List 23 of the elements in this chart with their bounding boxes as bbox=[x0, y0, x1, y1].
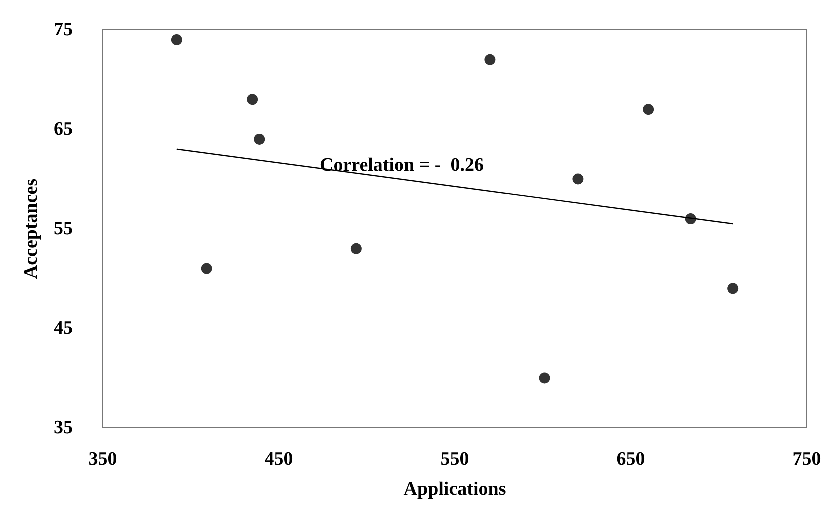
x-axis-title: Applications bbox=[404, 479, 506, 500]
y-tick-label: 65 bbox=[54, 119, 73, 140]
point bbox=[350, 243, 362, 254]
point bbox=[572, 174, 584, 185]
annotation: Correlation = - 0.26 bbox=[320, 155, 484, 176]
y-tick-label: 45 bbox=[54, 318, 73, 339]
point bbox=[484, 54, 496, 66]
point bbox=[247, 94, 258, 106]
point bbox=[201, 263, 212, 274]
x-tick-label: 650 bbox=[616, 449, 646, 470]
x-tick-label: 450 bbox=[264, 449, 294, 470]
x-tick-label: 550 bbox=[440, 449, 470, 470]
point bbox=[728, 283, 739, 294]
x-tick-label: 750 bbox=[792, 449, 822, 470]
y-tick-label: 75 bbox=[54, 20, 73, 40]
y-tick-label: 55 bbox=[54, 218, 73, 240]
point bbox=[254, 134, 266, 145]
y-tick-label: 35 bbox=[54, 418, 73, 438]
y-axis-title: Acceptances bbox=[21, 178, 42, 280]
point bbox=[539, 372, 550, 384]
x-tick-label: 350 bbox=[88, 449, 118, 470]
point bbox=[171, 34, 182, 46]
point bbox=[643, 104, 654, 116]
